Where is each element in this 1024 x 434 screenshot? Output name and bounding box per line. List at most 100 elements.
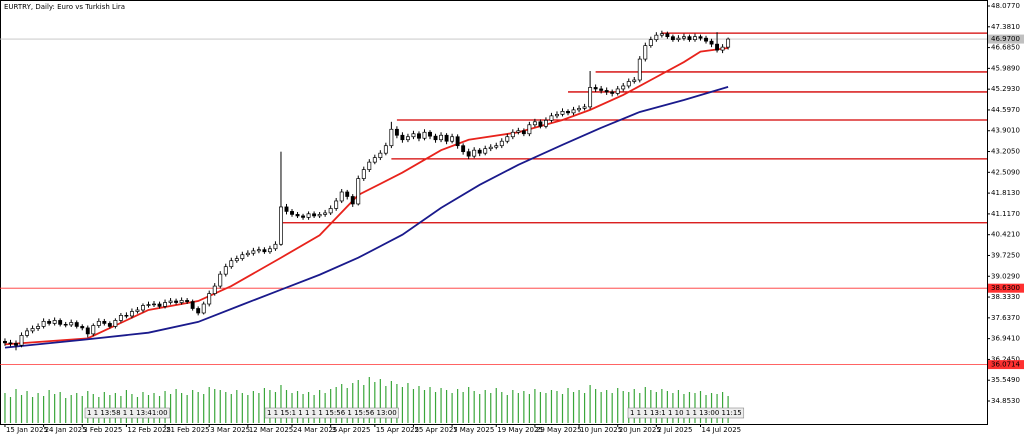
candle-body <box>113 320 118 327</box>
candle-body <box>659 33 664 36</box>
candle-body <box>681 36 686 39</box>
candle-body <box>604 90 609 93</box>
candle-body <box>698 36 703 39</box>
candle-body <box>472 149 477 157</box>
candle-body <box>626 81 631 87</box>
moving-average <box>4 85 729 349</box>
candle-body <box>543 119 548 127</box>
candle-body <box>466 151 471 157</box>
candle-body <box>394 128 399 136</box>
candle-body <box>118 315 123 321</box>
y-tick-label: 46.6850 <box>991 44 1020 52</box>
candle-body <box>135 309 140 312</box>
candle-body <box>179 300 184 303</box>
candle-body <box>643 45 648 60</box>
candle-body <box>163 302 168 307</box>
candle-body <box>25 330 29 336</box>
y-tick-label: 45.9890 <box>991 64 1020 72</box>
y-tick-label: 45.2930 <box>991 85 1020 93</box>
candle-body <box>361 169 366 179</box>
candle-body <box>367 161 372 170</box>
candle-body <box>157 303 162 307</box>
price-label-box <box>988 283 1024 293</box>
candle-body <box>516 130 521 133</box>
candle-body <box>372 157 377 163</box>
candle-body <box>588 87 593 108</box>
candle-body <box>726 38 731 48</box>
candle-body <box>687 36 692 41</box>
x-tick-label: 29 May 2025 <box>536 426 582 434</box>
candle-body <box>328 208 333 214</box>
candle-body <box>350 196 355 205</box>
candle-body <box>69 322 74 326</box>
x-tick-label: 10 Jun 2025 <box>580 426 622 434</box>
candle-body <box>190 301 195 309</box>
candle-body <box>461 145 466 153</box>
price-label: 36.0714 <box>991 361 1020 369</box>
candle-body <box>571 109 576 114</box>
y-tick-label: 39.0290 <box>991 272 1020 280</box>
candle-body <box>19 335 24 346</box>
candle-body <box>538 121 543 127</box>
candle-body <box>290 211 294 215</box>
candle-body <box>185 300 190 302</box>
candle-body <box>433 135 438 141</box>
candle-body <box>555 113 559 117</box>
candle-body <box>251 250 256 254</box>
candle-body <box>317 214 322 217</box>
candle-body <box>670 36 675 41</box>
price-label: 38.6300 <box>991 284 1020 292</box>
x-tick-label: 3 Apr 2025 <box>332 426 371 434</box>
annotation-box <box>264 407 399 419</box>
candle-body <box>196 308 201 314</box>
y-tick-label: 37.6370 <box>991 314 1020 322</box>
candle-body <box>312 213 317 217</box>
y-tick-label: 44.5970 <box>991 106 1020 114</box>
x-tick-label: 12 Feb 2025 <box>127 426 171 434</box>
candle-body <box>36 326 41 329</box>
candle-body <box>389 128 394 147</box>
y-tick-label: 36.9410 <box>991 335 1020 343</box>
candle-body <box>74 322 79 327</box>
candle-body <box>234 258 239 262</box>
x-tick-label: 2 Jul 2025 <box>657 426 692 434</box>
candle-body <box>273 243 278 250</box>
y-tick-label: 39.7250 <box>991 251 1020 259</box>
candle-body <box>499 140 504 147</box>
candle-body <box>411 133 416 138</box>
plot-frame <box>0 0 988 425</box>
candle-body <box>566 111 570 114</box>
annotation-box <box>627 407 745 419</box>
candle-body <box>720 46 725 51</box>
candle-body <box>58 320 63 325</box>
y-tick-label: 41.8130 <box>991 189 1020 197</box>
candle-body <box>262 249 267 253</box>
price-label: 46.9700 <box>991 35 1020 43</box>
candle-body <box>129 311 134 317</box>
y-tick-label: 43.2050 <box>991 148 1020 156</box>
candle-body <box>383 145 388 154</box>
candle-body <box>339 191 344 202</box>
candle-body <box>405 136 410 141</box>
candle-body <box>654 34 659 41</box>
candle-body <box>240 254 245 259</box>
candle-body <box>450 136 455 142</box>
candle-body <box>632 79 637 82</box>
candle-body <box>52 320 57 324</box>
candle-body <box>96 320 101 326</box>
candle-body <box>599 88 604 91</box>
candle-body <box>417 133 421 139</box>
candle-body <box>709 40 714 45</box>
x-tick-label: 14 Jul 2025 <box>702 426 742 434</box>
candle-body <box>124 315 129 317</box>
annotation: 1 1 15:1 1 1 1 1 15:56 1 15:56 13:00 <box>267 409 397 417</box>
candle-body <box>400 134 405 141</box>
annotation-box <box>84 407 170 419</box>
candle-body <box>107 323 112 327</box>
candle-body <box>30 328 35 332</box>
candle-body <box>152 303 156 306</box>
candle-body <box>378 152 383 159</box>
candle-body <box>637 58 642 81</box>
x-tick-label: 19 May 2025 <box>497 426 543 434</box>
